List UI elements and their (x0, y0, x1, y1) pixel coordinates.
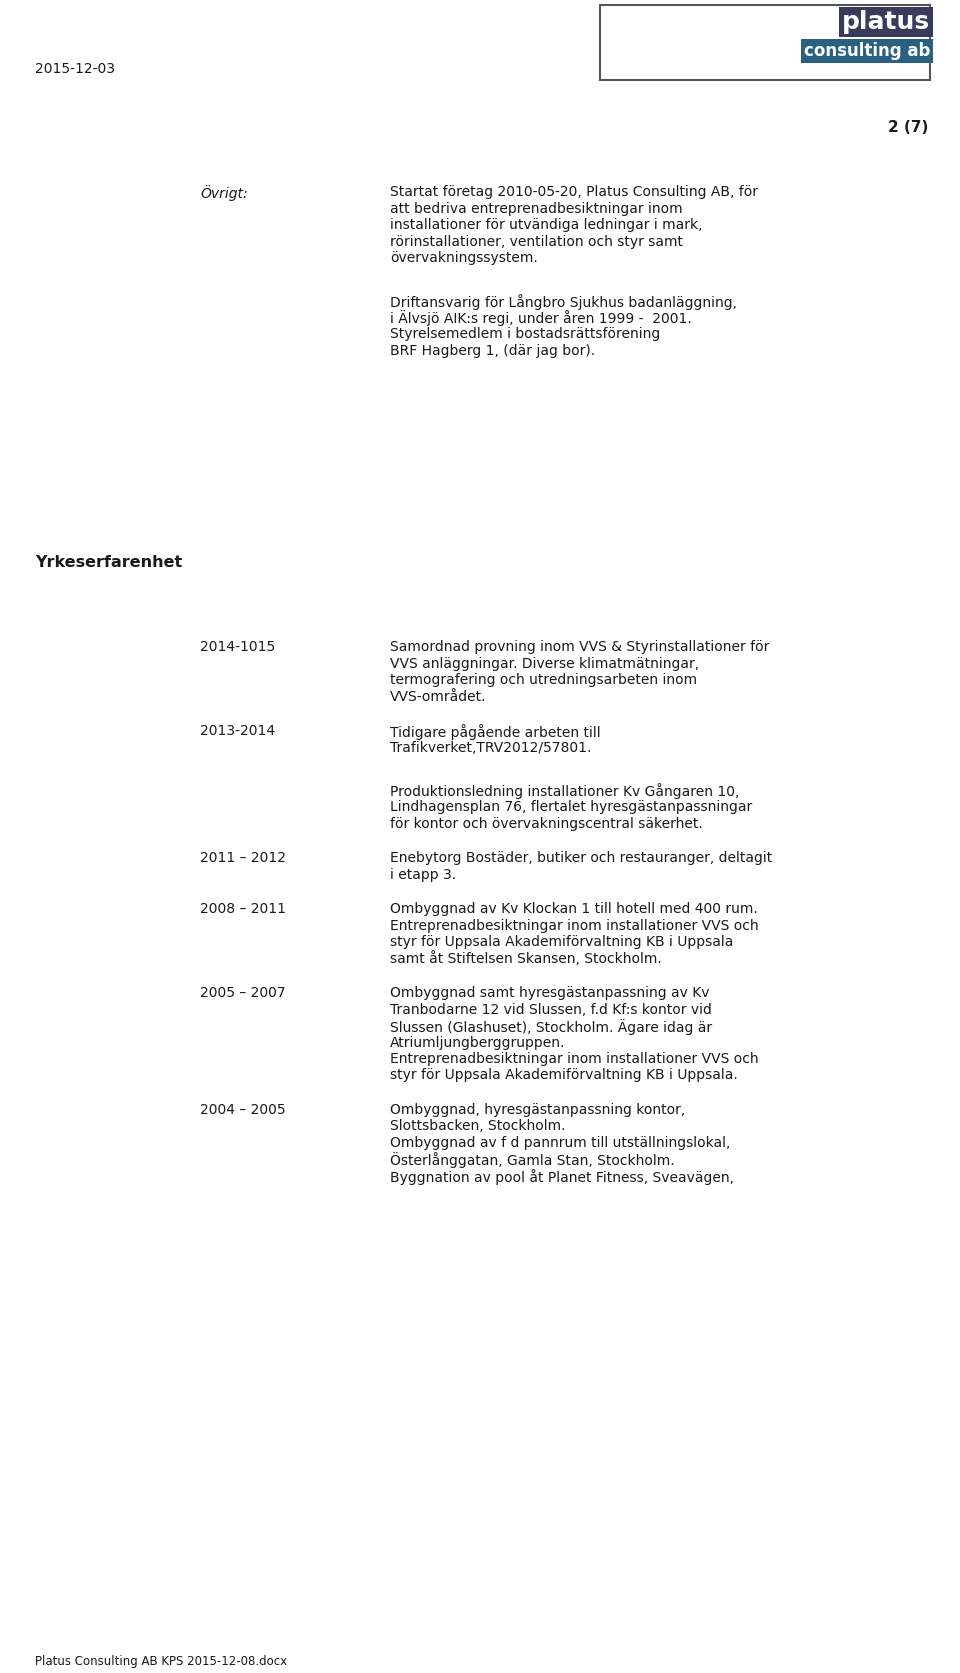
Text: Driftansvarig för Långbro Sjukhus badanläggning,: Driftansvarig för Långbro Sjukhus badanl… (390, 294, 737, 310)
Text: i etapp 3.: i etapp 3. (390, 868, 456, 882)
Text: Tranbodarne 12 vid Slussen, f.d Kf:s kontor vid: Tranbodarne 12 vid Slussen, f.d Kf:s kon… (390, 1002, 712, 1017)
Text: VVS anläggningar. Diverse klimatmätningar,: VVS anläggningar. Diverse klimatmätninga… (390, 656, 699, 671)
Text: 2013-2014: 2013-2014 (200, 724, 276, 738)
Text: Entreprenadbesiktningar inom installationer VVS och: Entreprenadbesiktningar inom installatio… (390, 1052, 758, 1066)
FancyBboxPatch shape (595, 7, 930, 79)
Text: Slussen (Glashuset), Stockholm. Ägare idag är: Slussen (Glashuset), Stockholm. Ägare id… (390, 1019, 712, 1036)
Text: Ombyggnad, hyresgästanpassning kontor,: Ombyggnad, hyresgästanpassning kontor, (390, 1103, 685, 1118)
Text: Tidigare pågående arbeten till: Tidigare pågående arbeten till (390, 724, 601, 739)
Text: Trafikverket,TRV2012/57801.: Trafikverket,TRV2012/57801. (390, 741, 591, 755)
Text: styr för Uppsala Akademiförvaltning KB i Uppsala.: styr för Uppsala Akademiförvaltning KB i… (390, 1069, 737, 1082)
Text: Ombyggnad av Kv Klockan 1 till hotell med 400 rum.: Ombyggnad av Kv Klockan 1 till hotell me… (390, 902, 757, 917)
Text: för kontor och övervakningscentral säkerhet.: för kontor och övervakningscentral säker… (390, 816, 703, 830)
Text: consulting ab: consulting ab (804, 42, 930, 60)
Text: övervakningssystem.: övervakningssystem. (390, 251, 538, 264)
Text: Startat företag 2010-05-20, Platus Consulting AB, för: Startat företag 2010-05-20, Platus Consu… (390, 186, 758, 199)
Text: termografering och utredningsarbeten inom: termografering och utredningsarbeten ino… (390, 673, 697, 688)
Text: installationer för utvändiga ledningar i mark,: installationer för utvändiga ledningar i… (390, 217, 703, 233)
Text: att bedriva entreprenadbesiktningar inom: att bedriva entreprenadbesiktningar inom (390, 201, 683, 216)
Text: 2005 – 2007: 2005 – 2007 (200, 985, 286, 1000)
Text: platus: platus (842, 10, 930, 33)
Text: 2011 – 2012: 2011 – 2012 (200, 852, 286, 865)
Text: Entreprenadbesiktningar inom installationer VVS och: Entreprenadbesiktningar inom installatio… (390, 918, 758, 932)
Text: Byggnation av pool åt Planet Fitness, Sveavägen,: Byggnation av pool åt Planet Fitness, Sv… (390, 1169, 734, 1184)
Text: rörinstallationer, ventilation och styr samt: rörinstallationer, ventilation och styr … (390, 234, 683, 249)
Text: 2004 – 2005: 2004 – 2005 (200, 1103, 286, 1118)
Text: Samordnad provning inom VVS & Styrinstallationer för: Samordnad provning inom VVS & Styrinstal… (390, 641, 769, 654)
Text: styr för Uppsala Akademiförvaltning KB i Uppsala: styr för Uppsala Akademiförvaltning KB i… (390, 935, 733, 949)
Text: Styrelsemedlem i bostadsrättsförening: Styrelsemedlem i bostadsrättsförening (390, 326, 660, 341)
Text: Slottsbacken, Stockholm.: Slottsbacken, Stockholm. (390, 1119, 565, 1134)
Text: Platus Consulting AB KPS 2015-12-08.docx: Platus Consulting AB KPS 2015-12-08.docx (35, 1655, 287, 1668)
Text: Produktionsledning installationer Kv Gångaren 10,: Produktionsledning installationer Kv Gån… (390, 783, 739, 800)
Text: Österlånggatan, Gamla Stan, Stockholm.: Österlånggatan, Gamla Stan, Stockholm. (390, 1153, 675, 1168)
Text: Övrigt:: Övrigt: (200, 186, 248, 201)
Text: Atriumljungberggruppen.: Atriumljungberggruppen. (390, 1036, 565, 1049)
Text: VVS-området.: VVS-området. (390, 689, 487, 704)
Text: Lindhagensplan 76, flertalet hyresgästanpassningar: Lindhagensplan 76, flertalet hyresgästan… (390, 800, 753, 815)
Text: BRF Hagberg 1, (där jag bor).: BRF Hagberg 1, (där jag bor). (390, 343, 595, 358)
Text: 2015-12-03: 2015-12-03 (35, 62, 115, 75)
Text: i Älvsjö AIK:s regi, under åren 1999 -  2001.: i Älvsjö AIK:s regi, under åren 1999 - 2… (390, 311, 692, 326)
Bar (600, 5, 930, 80)
Text: samt åt Stiftelsen Skansen, Stockholm.: samt åt Stiftelsen Skansen, Stockholm. (390, 952, 661, 967)
Text: 2 (7): 2 (7) (888, 120, 928, 136)
Text: Enebytorg Bostäder, butiker och restauranger, deltagit: Enebytorg Bostäder, butiker och restaura… (390, 852, 772, 865)
Text: Ombyggnad av f d pannrum till utställningslokal,: Ombyggnad av f d pannrum till utställnin… (390, 1136, 731, 1149)
Text: 2014-1015: 2014-1015 (200, 641, 276, 654)
Text: Ombyggnad samt hyresgästanpassning av Kv: Ombyggnad samt hyresgästanpassning av Kv (390, 985, 709, 1000)
Text: 2008 – 2011: 2008 – 2011 (200, 902, 286, 917)
Text: Yrkeserfarenhet: Yrkeserfarenhet (35, 555, 182, 570)
